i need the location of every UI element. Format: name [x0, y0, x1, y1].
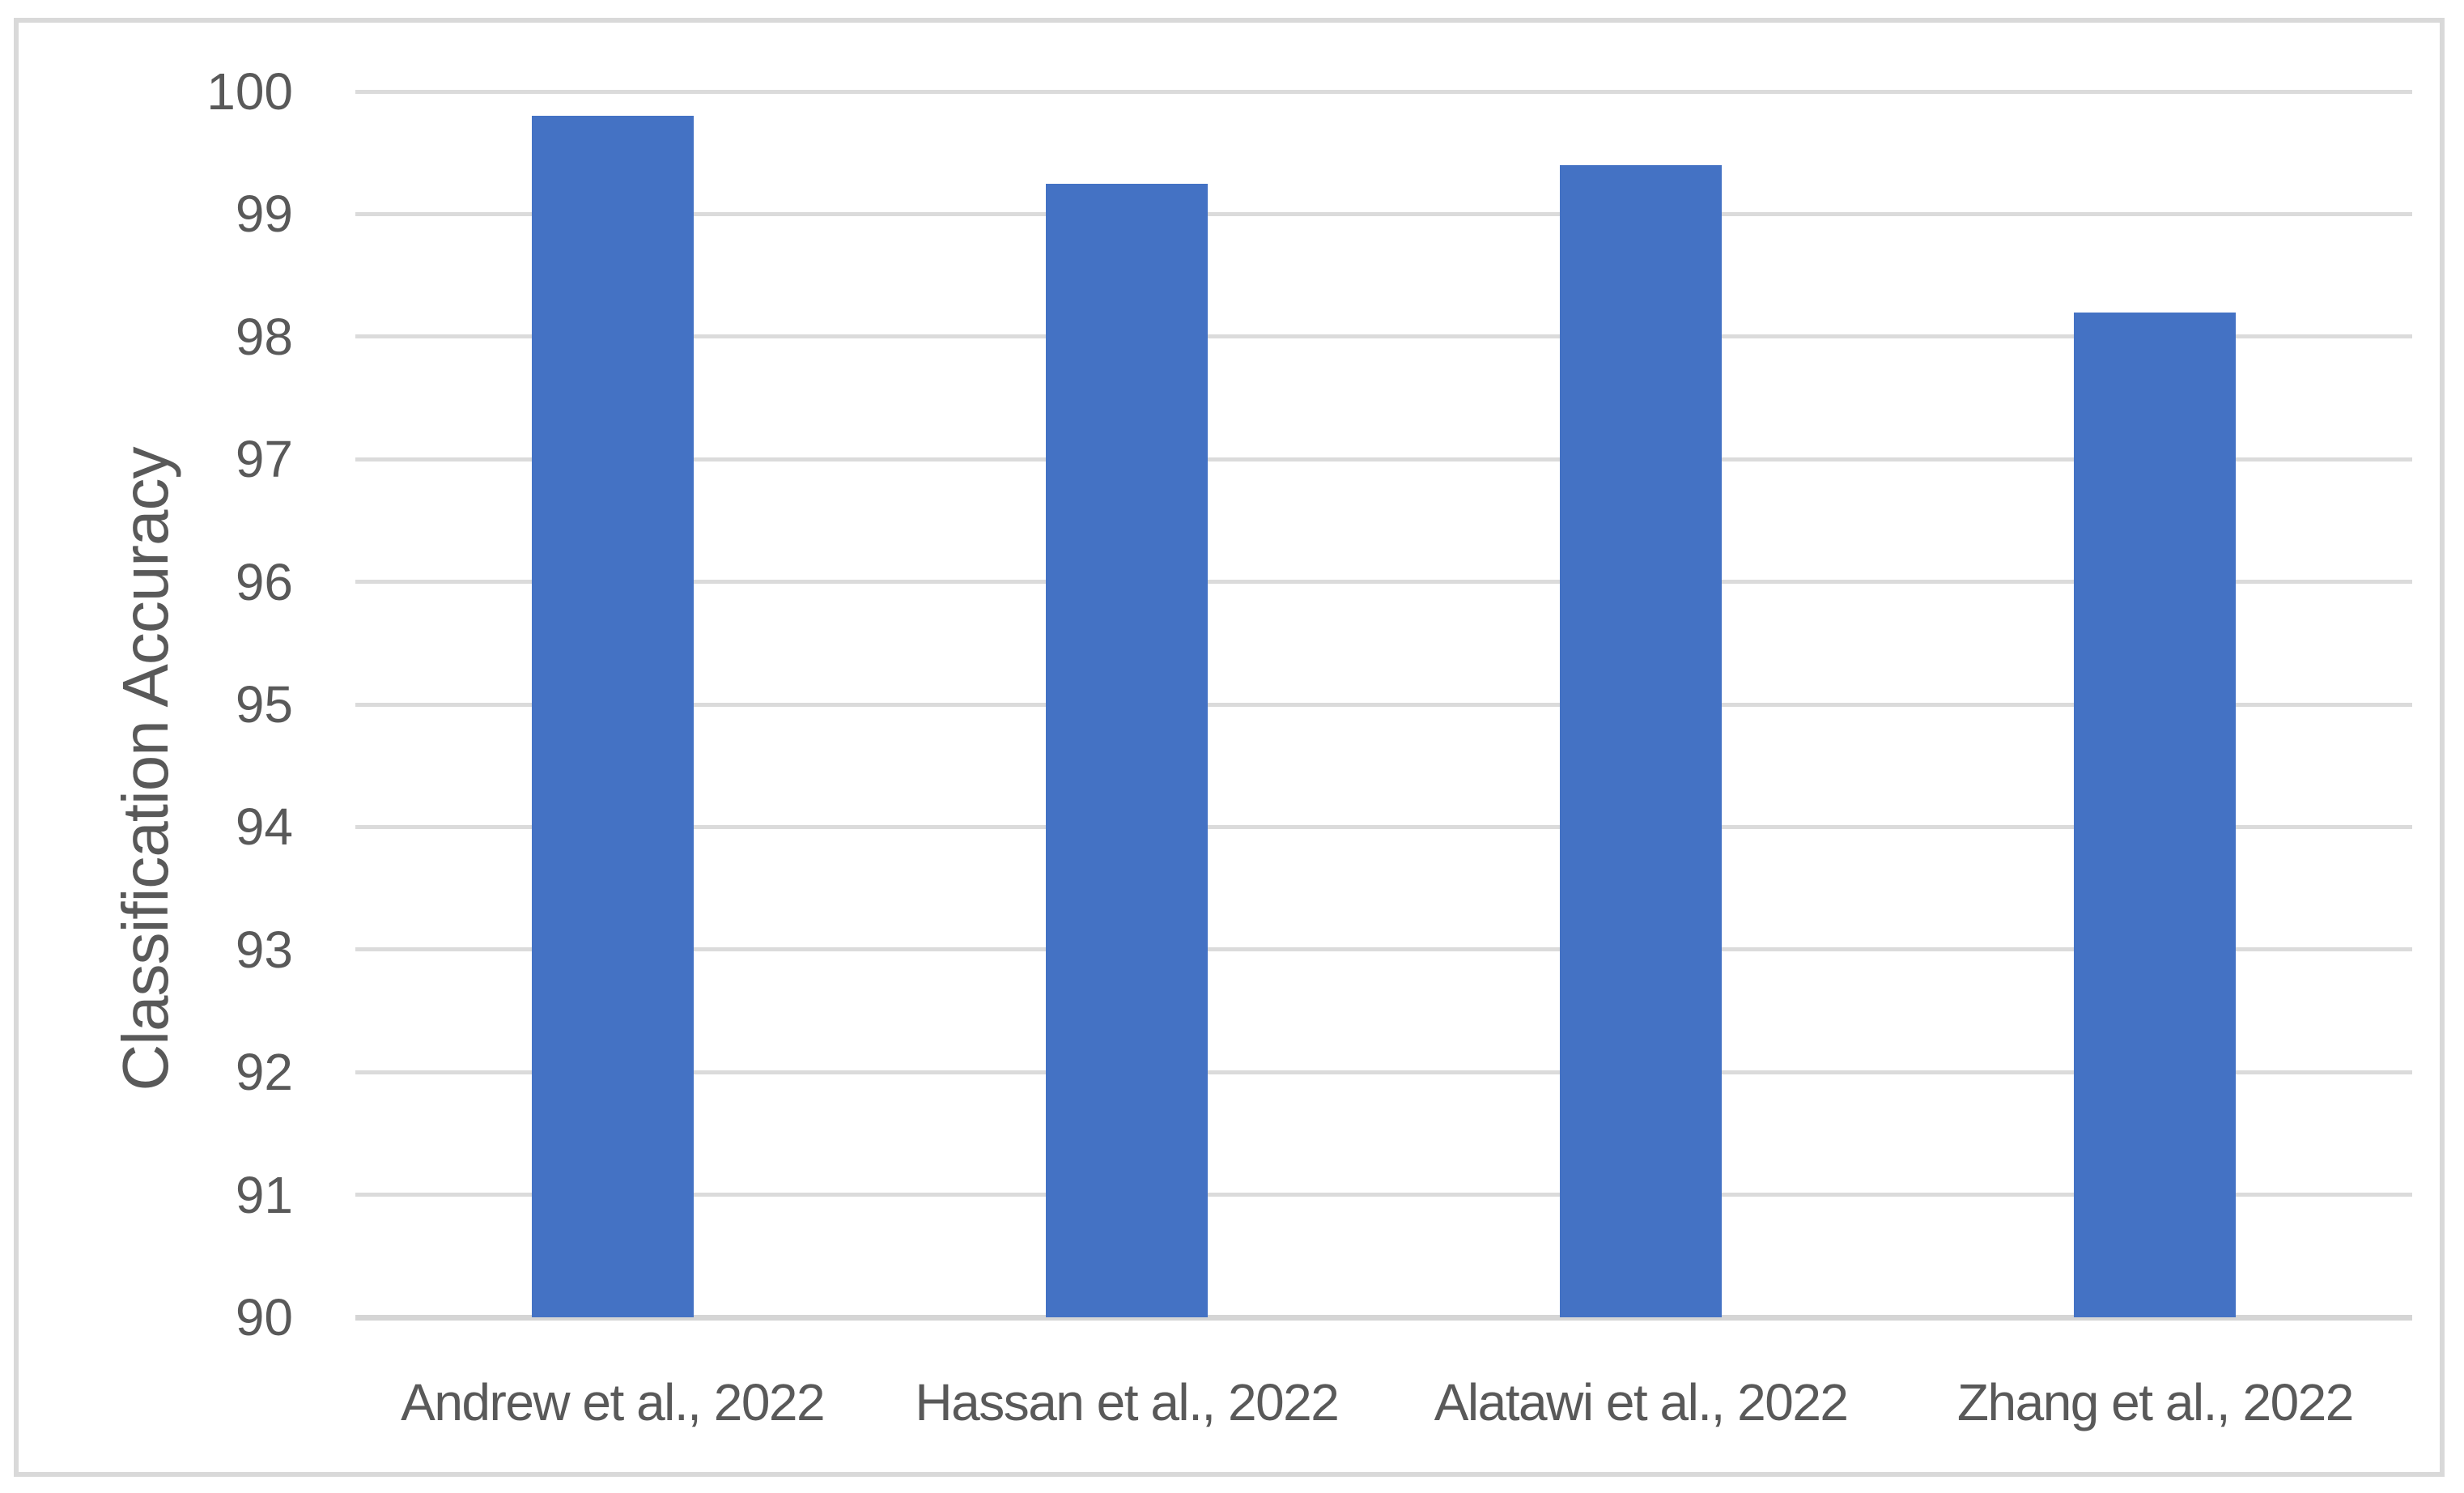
- gridline-93: [355, 947, 2412, 952]
- gridline-98: [355, 334, 2412, 339]
- y-tick-label-90: 90: [235, 1288, 293, 1346]
- y-tick-label-97: 97: [235, 430, 293, 489]
- bar-andrew-et-al-2022: [531, 116, 694, 1317]
- y-tick-label-91: 91: [235, 1165, 293, 1224]
- y-tick-label-92: 92: [235, 1043, 293, 1102]
- gridline-100: [355, 89, 2412, 94]
- gridline-92: [355, 1070, 2412, 1074]
- x-label-andrew-et-al-2022: Andrew et al., 2022: [401, 1373, 825, 1431]
- gridline-96: [355, 580, 2412, 585]
- y-tick-label-100: 100: [206, 62, 293, 121]
- bar-zhang-et-al-2022: [2074, 312, 2237, 1317]
- gridline-91: [355, 1193, 2412, 1197]
- y-tick-label-95: 95: [235, 675, 293, 734]
- y-tick-label-94: 94: [235, 798, 293, 857]
- y-tick-label-99: 99: [235, 185, 293, 244]
- chart-outer-border: [14, 18, 2445, 1477]
- x-label-hassan-et-al-2022: Hassan et al., 2022: [915, 1373, 1339, 1431]
- x-label-zhang-et-al-2022: Zhang et al., 2022: [1956, 1373, 2354, 1431]
- bar-hassan-et-al-2022: [1045, 183, 1208, 1317]
- x-axis-line: [355, 1314, 2412, 1321]
- y-tick-label-98: 98: [235, 307, 293, 366]
- gridline-95: [355, 702, 2412, 707]
- x-label-alatawi-et-al-2022: Alatawi et al., 2022: [1434, 1373, 1849, 1431]
- bar-alatawi-et-al-2022: [1560, 164, 1723, 1317]
- gridline-99: [355, 211, 2412, 216]
- plot-area: [355, 89, 2412, 1321]
- gridline-97: [355, 457, 2412, 462]
- gridline-94: [355, 824, 2412, 829]
- y-tick-label-96: 96: [235, 552, 293, 611]
- y-tick-label-93: 93: [235, 920, 293, 979]
